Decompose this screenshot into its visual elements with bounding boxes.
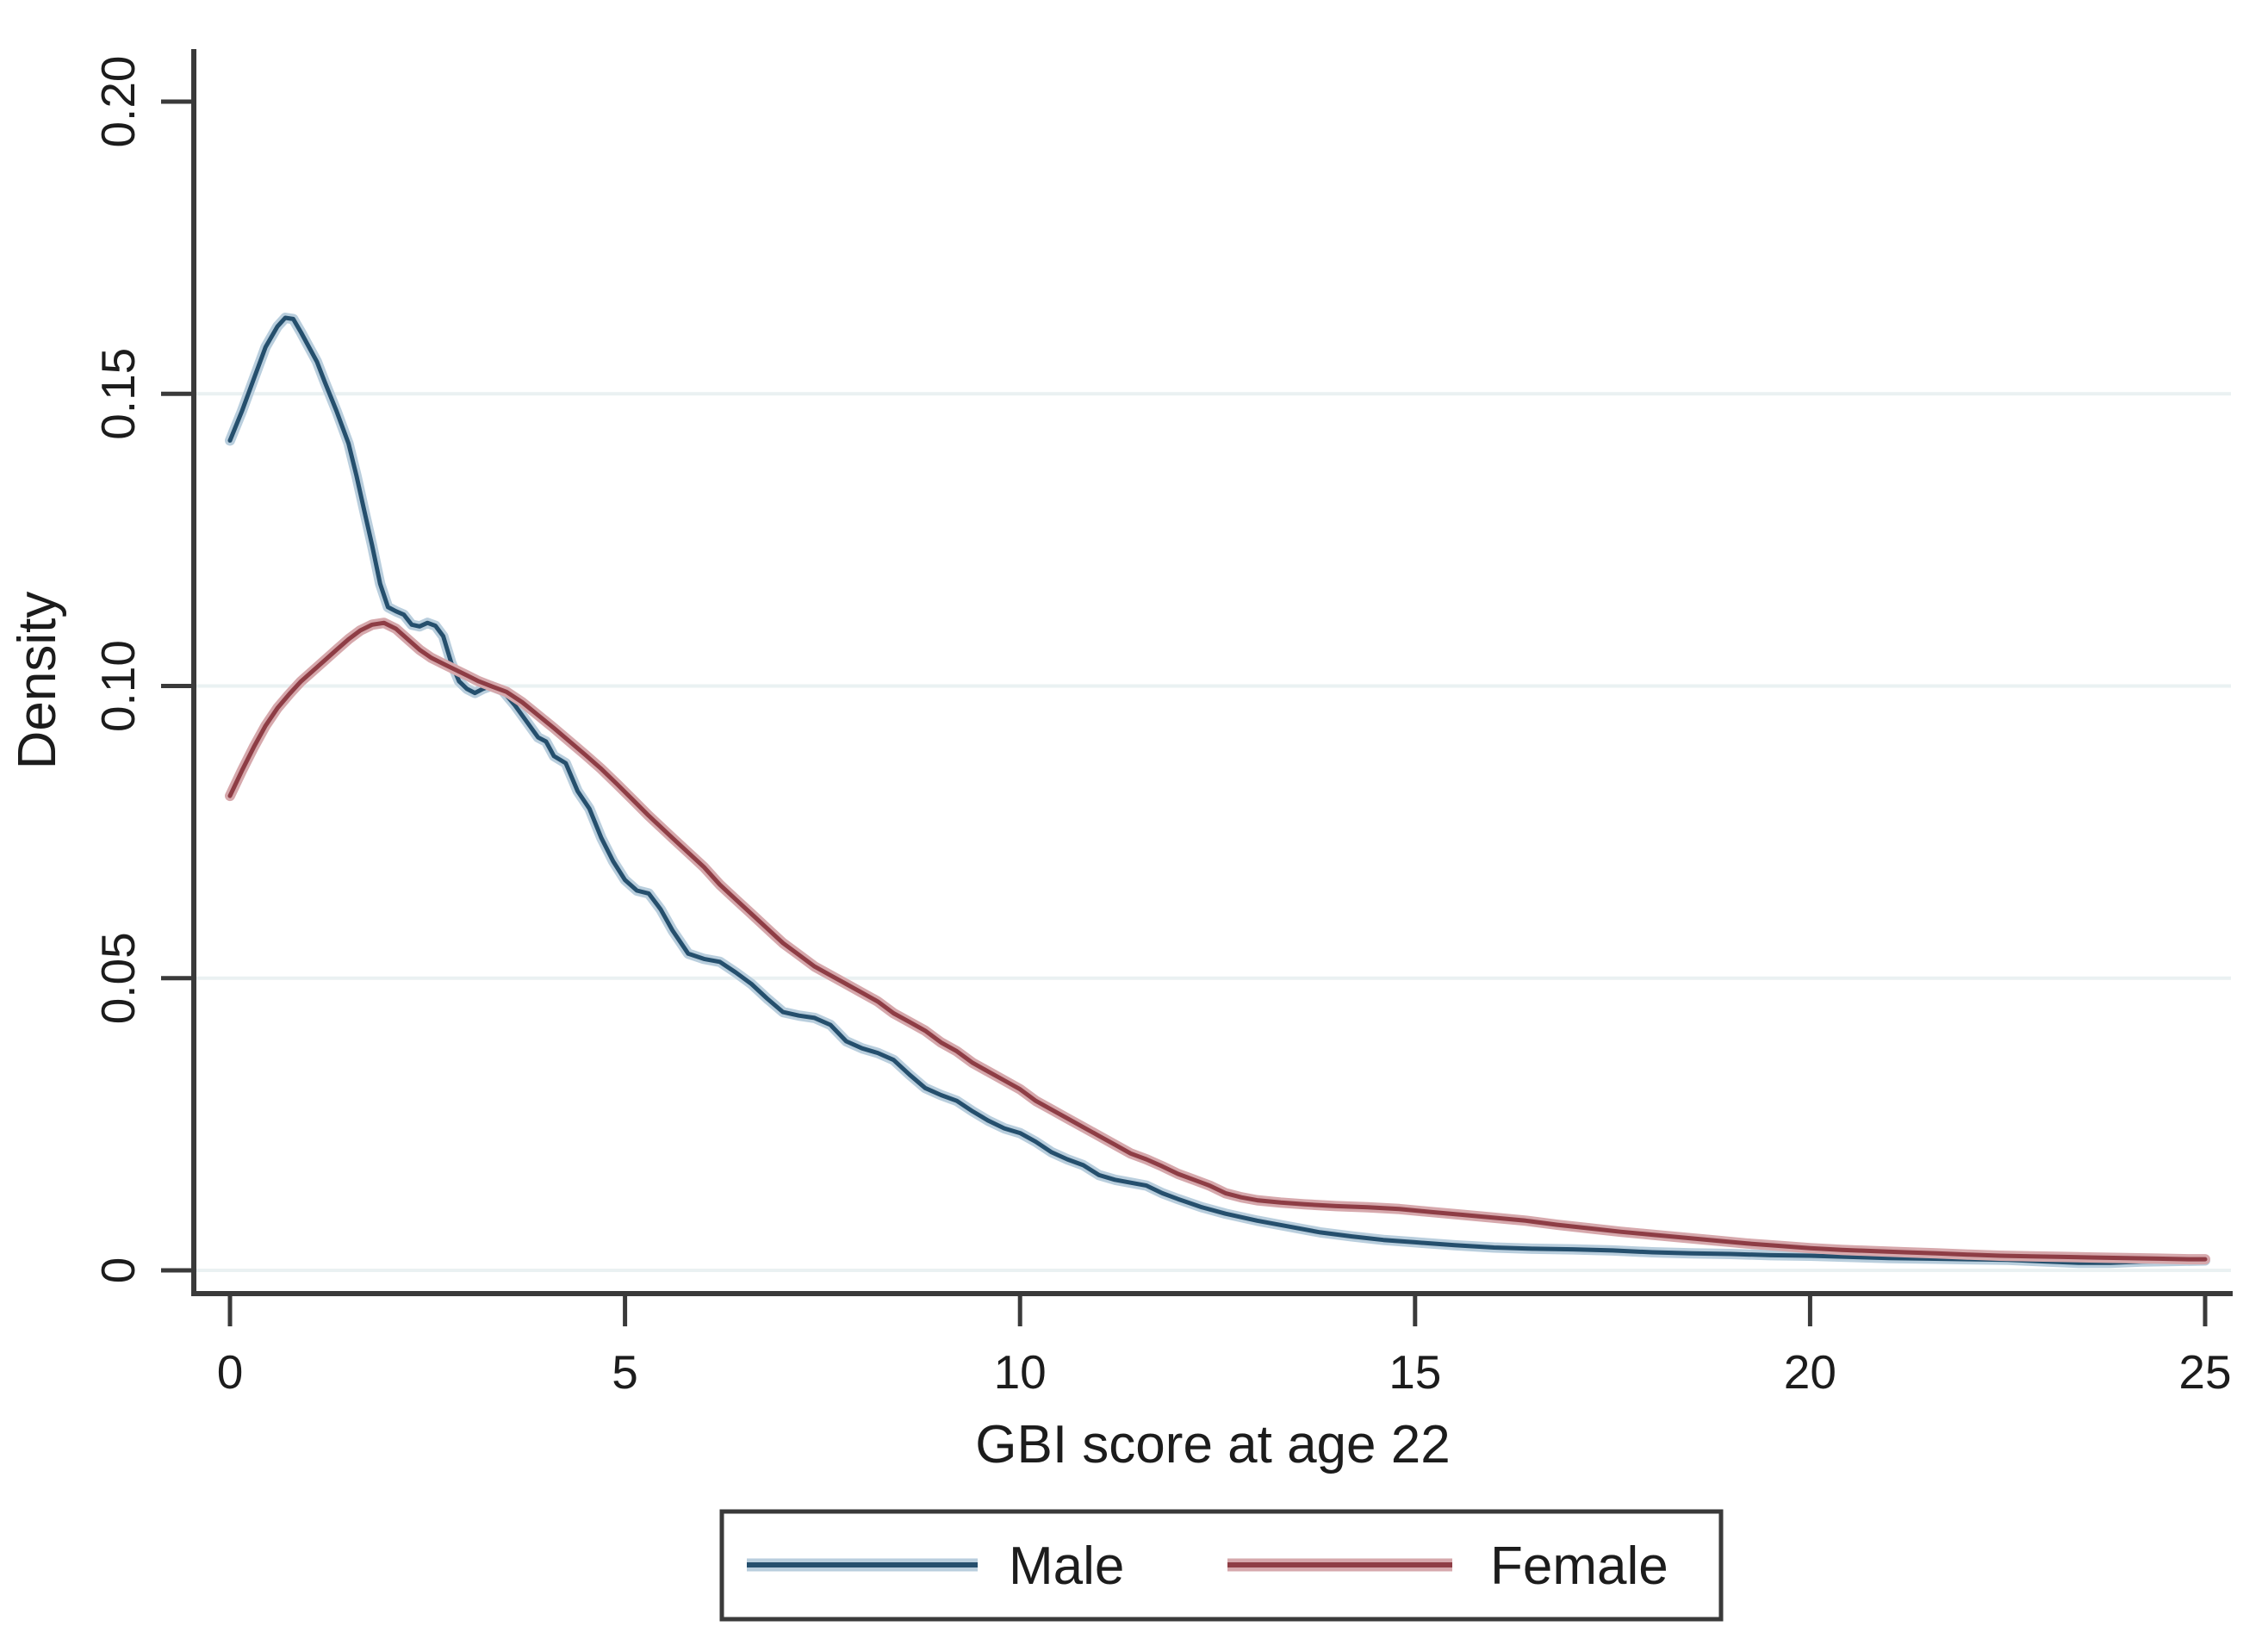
x-tick-label: 5 [612,1345,638,1399]
female-density-curve [225,618,2210,1265]
male-density-curve [225,313,2210,1269]
y-axis-title: Density [8,592,67,770]
x-axis-tick-labels: 0 5 10 15 20 25 [217,1345,2232,1399]
legend-male-label: Male [1009,1536,1124,1596]
legend-female-label: Female [1490,1536,1668,1596]
y-axis-ticks [161,99,194,1273]
y-tick-label: 0.05 [91,932,145,1024]
x-tick-label: 10 [994,1345,1047,1399]
x-tick-label: 25 [2178,1345,2231,1399]
legend: Male Female [719,1509,1724,1622]
y-tick-label: 0.15 [91,348,145,440]
x-axis-ticks [227,1294,2208,1326]
y-axis-tick-labels: 0 0.05 0.10 0.15 0.20 [91,55,145,1283]
x-axis-title: GBI score at age 22 [975,1415,1450,1474]
y-tick-label: 0.10 [91,640,145,732]
y-tick-label: 0 [91,1257,145,1284]
y-tick-label: 0.20 [91,55,145,147]
x-tick-label: 20 [1784,1345,1836,1399]
x-tick-label: 0 [217,1345,244,1399]
gridlines [196,392,2231,1272]
x-tick-label: 15 [1389,1345,1441,1399]
